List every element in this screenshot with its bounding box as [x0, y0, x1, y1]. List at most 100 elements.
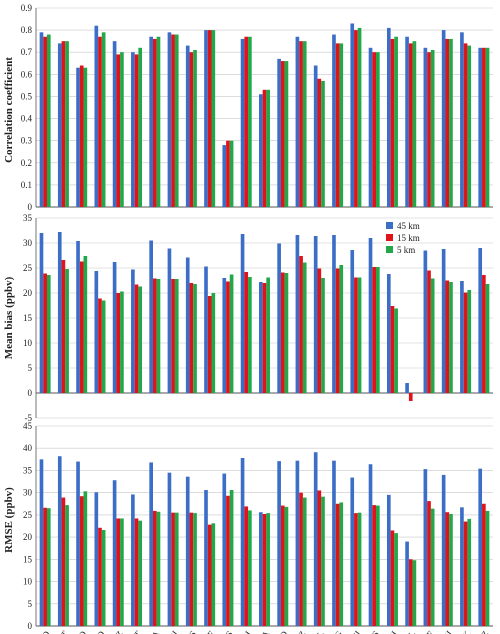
category-label: SJZ — [292, 629, 308, 634]
legend: 45 km 15 km 5 km — [386, 221, 420, 255]
bar — [131, 52, 135, 207]
bar — [332, 235, 336, 393]
bar — [156, 36, 161, 207]
y-tick-label: 0.4 — [21, 114, 33, 124]
bar — [394, 308, 398, 393]
bar — [226, 495, 230, 626]
bar — [189, 52, 194, 207]
bar — [332, 34, 336, 208]
y-tick-label: 0.8 — [21, 25, 33, 35]
bar — [185, 476, 190, 626]
bar — [248, 36, 252, 207]
bar — [259, 282, 263, 393]
bar — [131, 494, 135, 626]
bar — [244, 36, 249, 207]
y-tick-label: 0 — [28, 621, 33, 631]
bar — [339, 265, 344, 393]
bar — [335, 268, 340, 393]
bar — [368, 47, 373, 207]
category-label: CD — [73, 629, 89, 634]
y-tick-label: 40 — [23, 443, 33, 453]
category-label: DT — [128, 629, 143, 634]
bar — [193, 284, 197, 393]
category-label: YJ — [440, 629, 454, 634]
bar — [467, 518, 472, 626]
bar — [463, 521, 468, 626]
bar — [207, 30, 212, 207]
y-tick-label: 5 — [28, 363, 33, 373]
bar — [266, 513, 270, 626]
bar — [171, 279, 175, 393]
bar — [79, 496, 84, 626]
series-45km — [39, 232, 483, 393]
y-tick-label: 20 — [23, 288, 33, 298]
bar — [98, 298, 102, 393]
bar — [101, 300, 106, 393]
bar — [262, 514, 267, 626]
bar — [120, 518, 124, 626]
bar — [478, 468, 483, 626]
mean-bias-panel: Mean bias (ppbv) 45 km 15 km 5 km -5 0 5 10… — [3, 213, 493, 423]
bar — [482, 275, 486, 393]
bar — [57, 456, 62, 626]
bar — [482, 503, 486, 626]
bar — [463, 292, 468, 393]
bar — [394, 533, 398, 626]
bar — [259, 94, 263, 207]
y-tick-label: 0.1 — [21, 180, 32, 190]
category-labels: BDBJTCDCFDCZDTGA HJHS LF LSLTHQAQHDSJZSQLTG… — [37, 629, 491, 634]
bar — [390, 530, 395, 626]
category-label: GA — [146, 629, 162, 634]
bar — [376, 267, 380, 393]
bar — [332, 460, 336, 626]
bar — [317, 268, 322, 393]
bar — [262, 89, 267, 207]
y-tick-labels: 0 0.1 0.2 0.3 0.4 0.5 0.6 0.7 0.8 0.9 — [21, 3, 33, 212]
bar — [427, 270, 431, 393]
bar — [156, 511, 161, 626]
bar — [65, 41, 69, 207]
bar — [485, 284, 490, 393]
bar — [204, 490, 208, 626]
category-label: CFD — [89, 629, 108, 634]
y-tick-label: 10 — [23, 338, 33, 348]
y-tick-labels: 0 5 10 15 20 25 30 35 40 45 — [23, 421, 33, 631]
bar — [43, 273, 47, 393]
bar — [430, 50, 435, 208]
bar — [482, 47, 486, 207]
category-label: LF — [202, 629, 216, 634]
bar — [368, 238, 373, 393]
bar — [280, 505, 285, 626]
bar — [441, 30, 446, 207]
bar — [357, 277, 362, 393]
category-label: XH — [384, 629, 400, 634]
bar — [39, 459, 44, 626]
bar — [98, 36, 102, 207]
bar — [372, 52, 377, 207]
bar — [302, 262, 307, 393]
y-tick-label: 0.9 — [21, 3, 33, 13]
bar — [295, 235, 300, 393]
bar — [185, 257, 190, 393]
bar — [449, 282, 453, 393]
bar — [152, 38, 157, 208]
bar — [116, 54, 121, 207]
bar — [131, 269, 135, 393]
series-15km — [43, 490, 486, 626]
y-tick-label: -5 — [25, 413, 33, 423]
bar — [299, 41, 303, 207]
bar — [167, 248, 172, 393]
category-label: HJ — [166, 629, 180, 634]
bar — [441, 249, 446, 393]
bar — [174, 512, 179, 626]
bar — [478, 248, 483, 393]
y-tick-label: 0 — [28, 202, 33, 212]
bar — [390, 306, 395, 393]
category-label: LTH — [235, 629, 253, 634]
bar — [189, 512, 194, 626]
ylabel-mean-bias: Mean bias (ppbv) — [3, 276, 15, 359]
bar — [101, 530, 106, 626]
series-5km — [46, 27, 490, 208]
category-label: TS — [367, 629, 381, 634]
legend-label-45km: 45 km — [397, 221, 420, 231]
